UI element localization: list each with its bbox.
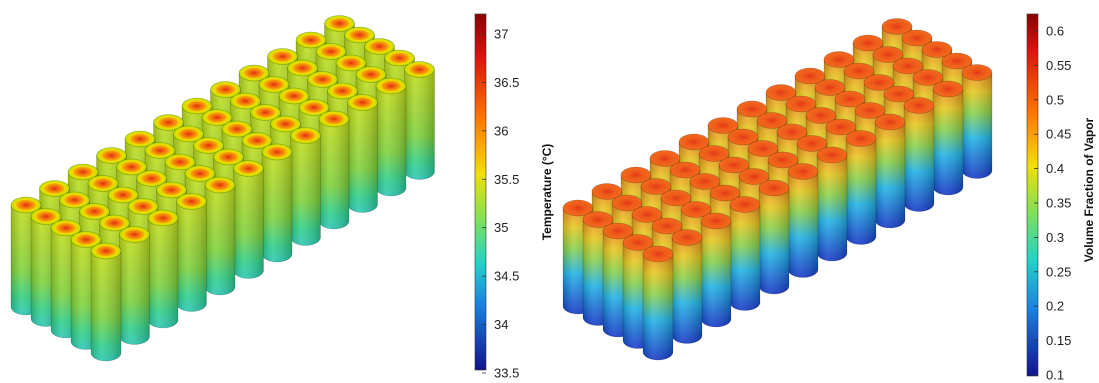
battery-cell (845, 130, 877, 245)
battery-cell (347, 94, 378, 213)
temperature-colorbar-scale (474, 13, 487, 371)
battery-cell (700, 212, 732, 328)
vapor-tick-label: 0.2 (1046, 299, 1064, 314)
battery-cell (90, 242, 122, 362)
temperature-tick-label: 35.5 (494, 172, 519, 187)
battery-cell (404, 61, 435, 180)
vapor-colorbar-scale (1026, 13, 1039, 377)
battery-cell (261, 143, 293, 263)
battery-pack-temperature (10, 15, 435, 362)
battery-pack-vapor (562, 18, 993, 361)
vapor-tick-label: 0.6 (1046, 24, 1064, 39)
battery-cell (787, 163, 819, 278)
battery-cell (642, 245, 674, 361)
temperature-tick-label: 33.5 (494, 366, 519, 381)
temperature-tick-label: 34 (494, 317, 508, 332)
battery-cell (318, 110, 350, 230)
vapor-tick-label: 0.35 (1046, 196, 1071, 211)
battery-cell (816, 146, 848, 262)
battery-cell (204, 176, 236, 296)
battery-cell (290, 127, 321, 246)
battery-cell (233, 160, 264, 279)
vapor-tick-label: 0.55 (1046, 58, 1071, 73)
vapor-tick-label: 0.3 (1046, 230, 1064, 245)
battery-cell (671, 229, 703, 344)
temperature-colorbar-title: Temperature (°C) (540, 144, 554, 241)
vapor-colorbar-title: Volume Fraction of Vapor (1082, 117, 1096, 262)
temperature-tick-label: 35 (494, 220, 508, 235)
battery-cell (961, 64, 993, 179)
battery-cell (758, 179, 790, 295)
vapor-tick-label: 0.5 (1046, 92, 1064, 107)
battery-cell (932, 80, 964, 196)
vapor-colorbar: 0.6 0.55 0.5 0.45 0.4 0.35 0.3 0.25 0.2 0.15 0.1 V… (1026, 13, 1096, 383)
battery-cell (874, 113, 906, 229)
battery-cell (176, 193, 207, 312)
vapor-tick-label: 0.1 (1046, 368, 1064, 383)
temperature-tick-label: 37 (494, 27, 508, 42)
temperature-colorbar: 37 36.5 36 35.5 35 34.5 34 33.5 Temperature (°C… (474, 13, 554, 381)
battery-cell (147, 209, 179, 329)
vapor-tick-label: 0.45 (1046, 127, 1071, 142)
vapor-tick-label: 0.15 (1046, 333, 1071, 348)
temperature-tick-label: 34.5 (494, 269, 519, 284)
battery-cell (119, 226, 150, 345)
vapor-tick-label: 0.4 (1046, 161, 1064, 176)
battery-cell (729, 196, 761, 311)
battery-cell (375, 77, 407, 197)
temperature-tick-label: 36.5 (494, 75, 519, 90)
battery-cell (903, 97, 935, 212)
vapor-tick-label: 0.25 (1046, 264, 1071, 279)
temperature-tick-label: 36 (494, 123, 508, 138)
